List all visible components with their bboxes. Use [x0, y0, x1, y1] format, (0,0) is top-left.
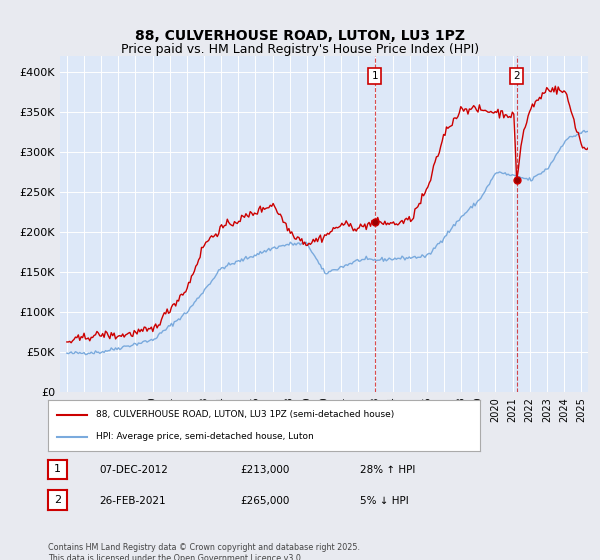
Text: 28% ↑ HPI: 28% ↑ HPI	[360, 465, 415, 475]
Text: 1: 1	[371, 71, 378, 81]
Text: HPI: Average price, semi-detached house, Luton: HPI: Average price, semi-detached house,…	[95, 432, 313, 441]
Text: Price paid vs. HM Land Registry's House Price Index (HPI): Price paid vs. HM Land Registry's House …	[121, 43, 479, 56]
Text: 2: 2	[54, 495, 61, 505]
Text: 1: 1	[54, 464, 61, 474]
Text: Contains HM Land Registry data © Crown copyright and database right 2025.
This d: Contains HM Land Registry data © Crown c…	[48, 543, 360, 560]
Text: 26-FEB-2021: 26-FEB-2021	[99, 496, 166, 506]
Text: £213,000: £213,000	[240, 465, 289, 475]
Text: 88, CULVERHOUSE ROAD, LUTON, LU3 1PZ (semi-detached house): 88, CULVERHOUSE ROAD, LUTON, LU3 1PZ (se…	[95, 410, 394, 419]
Text: 2: 2	[514, 71, 520, 81]
Text: 07-DEC-2012: 07-DEC-2012	[99, 465, 168, 475]
Text: £265,000: £265,000	[240, 496, 289, 506]
Text: 88, CULVERHOUSE ROAD, LUTON, LU3 1PZ: 88, CULVERHOUSE ROAD, LUTON, LU3 1PZ	[135, 29, 465, 44]
Text: 5% ↓ HPI: 5% ↓ HPI	[360, 496, 409, 506]
